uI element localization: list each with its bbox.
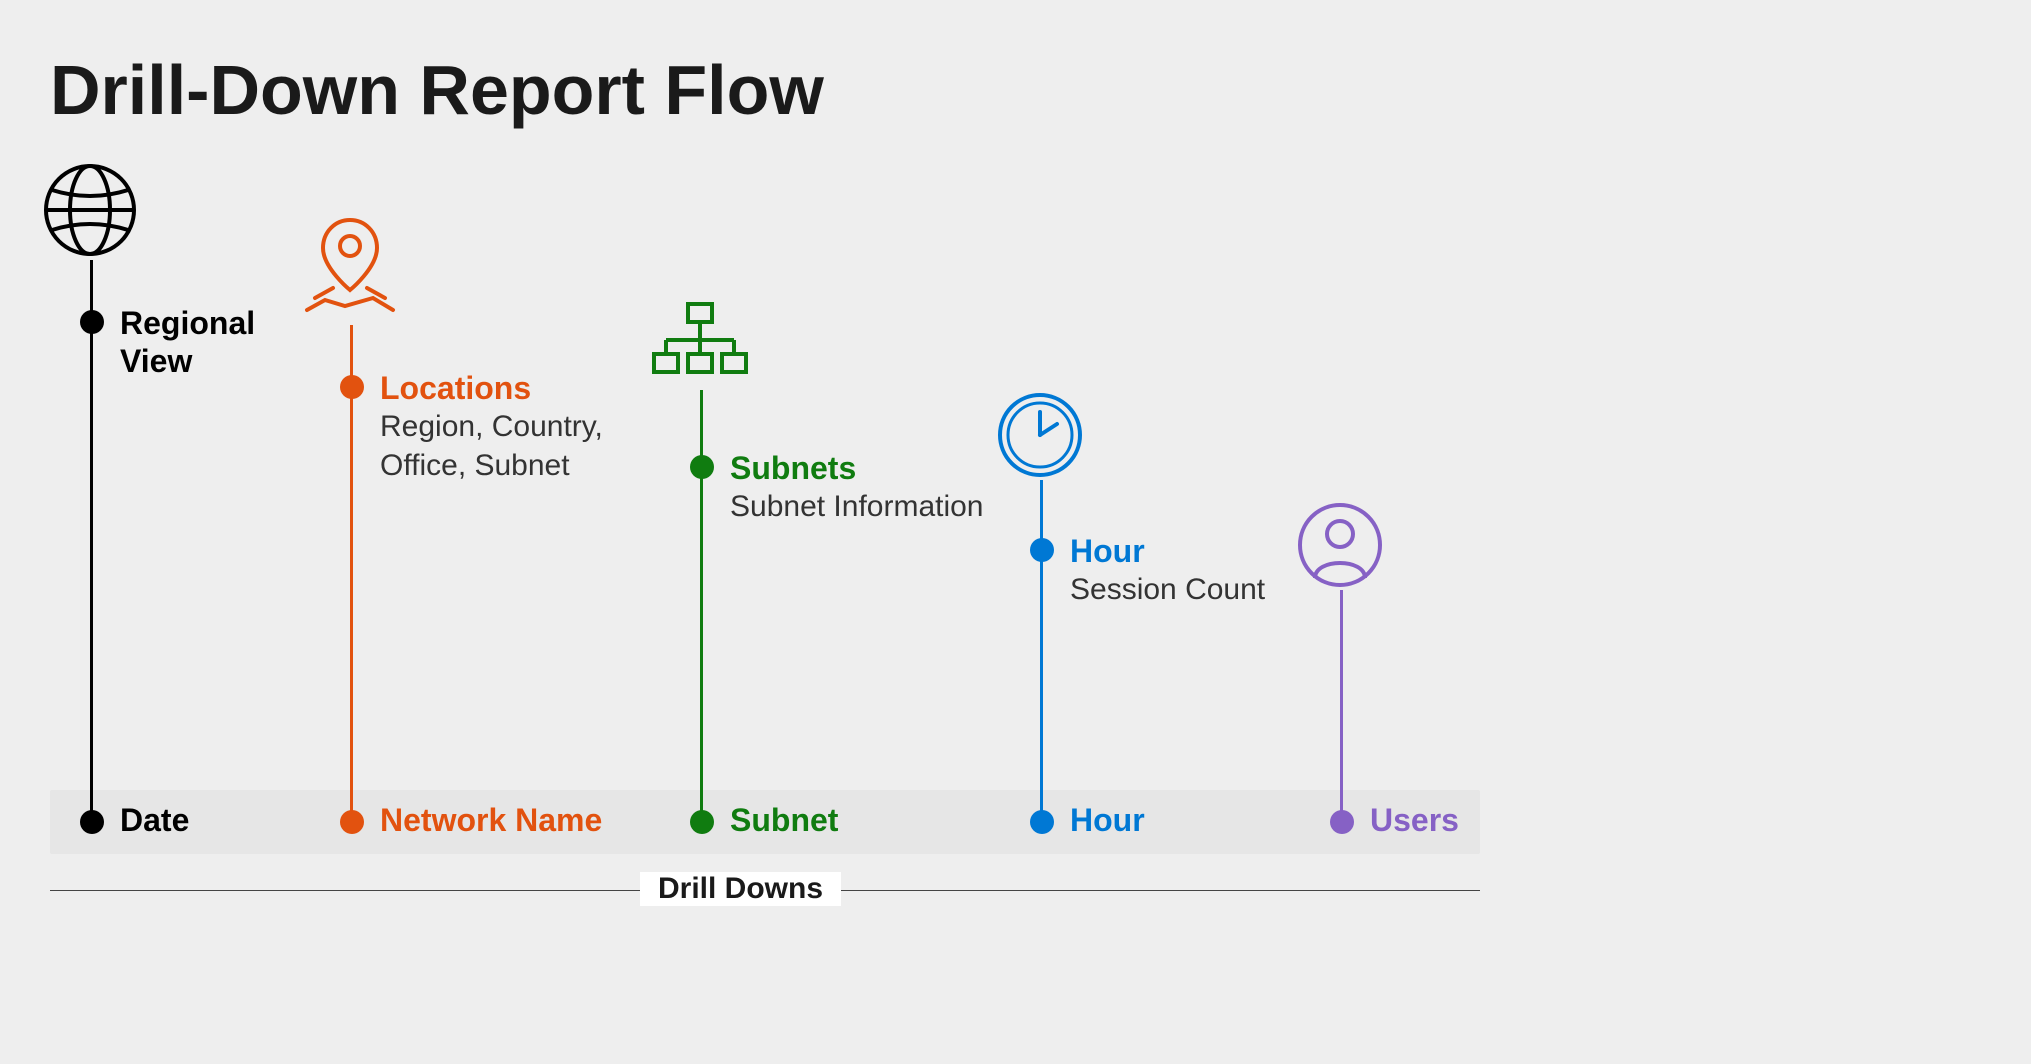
top-dot [1030,538,1054,562]
column-line [1340,590,1343,822]
column-line [1040,480,1043,822]
bottom-dot [80,810,104,834]
top-dot [80,310,104,334]
bottom-label: Date [120,802,189,839]
top-dot [690,455,714,479]
column-line [350,325,353,822]
top-label-sub: Session Count [1070,570,1330,609]
top-label: Hour Session Count [1070,532,1330,609]
bottom-label: Network Name [380,802,602,839]
hierarchy-icon [650,300,750,390]
top-label: Locations Region, Country, Office, Subne… [380,369,660,485]
clock-icon [995,390,1085,480]
top-label-title: Locations [380,369,660,407]
top-label-title: Subnets [730,449,990,487]
top-label-sub: Region, Country, Office, Subnet [380,407,660,485]
bottom-label: Subnet [730,802,838,839]
bottom-dot [1030,810,1054,834]
bottom-label: Users [1370,802,1459,839]
map-pin-icon [295,210,405,320]
top-label: Regional View [120,304,320,381]
bottom-dot [1330,810,1354,834]
bottom-dot [340,810,364,834]
user-icon [1295,500,1385,590]
globe-icon [40,160,140,260]
bottom-dot [690,810,714,834]
top-label-title: Hour [1070,532,1330,570]
diagram-area: Regional View Date Locations Region, Cou… [50,160,1970,1010]
column-line [90,260,93,822]
bottom-label: Hour [1070,802,1145,839]
slide-page: Drill-Down Report Flow Regional View Da [0,0,2031,1064]
top-label-title: Regional View [120,304,320,381]
top-label-sub: Subnet Information [730,487,990,526]
page-title: Drill-Down Report Flow [50,50,1981,130]
top-dot [340,375,364,399]
top-label: Subnets Subnet Information [730,449,990,526]
axis-label: Drill Downs [640,872,841,906]
